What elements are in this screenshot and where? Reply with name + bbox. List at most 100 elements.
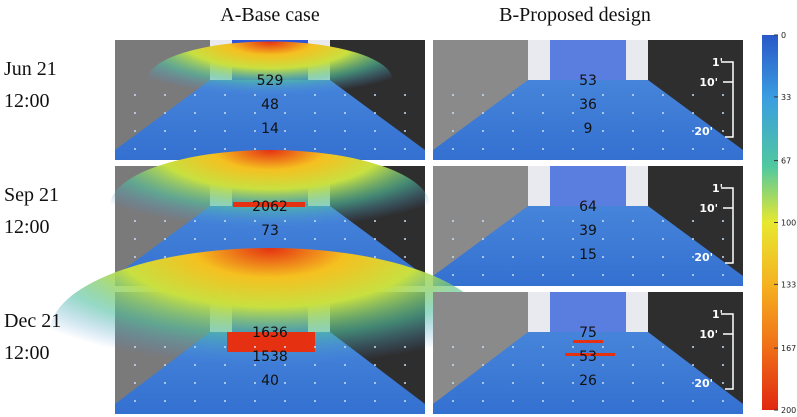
floor-dot (572, 220, 574, 222)
floor-dot (224, 220, 226, 222)
floor-dot (284, 238, 286, 240)
floor-dot (374, 256, 376, 258)
floor-dot (404, 112, 406, 114)
floor-dot (134, 238, 136, 240)
floor-dot (254, 220, 256, 222)
floor-dot (512, 346, 514, 348)
floor-dot (404, 400, 406, 402)
floor-dot (542, 220, 544, 222)
floor-dot (482, 220, 484, 222)
floor-dot (602, 94, 604, 96)
illuminance-value: 529 (257, 73, 284, 89)
floor-dot (374, 130, 376, 132)
floor-dot (164, 382, 166, 384)
floor-dot (512, 400, 514, 402)
floor-dot (482, 112, 484, 114)
floor-dot (314, 238, 316, 240)
floor-dot (194, 400, 196, 402)
floor-dot (602, 400, 604, 402)
floor-dot (134, 382, 136, 384)
floor-dot (452, 94, 454, 96)
illuminance-value: 39 (579, 223, 597, 239)
floor-dot (662, 238, 664, 240)
floor-dot (572, 112, 574, 114)
floor-dot (572, 274, 574, 276)
floor-dot (134, 112, 136, 114)
floor-dot (284, 112, 286, 114)
illuminance-value: 73 (261, 223, 279, 239)
row-label: Jun 21 (4, 54, 57, 84)
floor-dot (722, 220, 724, 222)
floor-dot (164, 238, 166, 240)
floor-dot (632, 238, 634, 240)
floor-dot (692, 148, 694, 150)
illuminance-value: 14 (261, 121, 279, 137)
floor-dot (482, 256, 484, 258)
floor-dot (284, 220, 286, 222)
floor-dot (164, 94, 166, 96)
floor-dot (722, 382, 724, 384)
floor-dot (482, 148, 484, 150)
floor-dot (692, 364, 694, 366)
floor-dot (224, 400, 226, 402)
floor-dot (722, 112, 724, 114)
floor-dot (134, 148, 136, 150)
floor-dot (692, 238, 694, 240)
floor-dot (542, 238, 544, 240)
floor-dot (632, 274, 634, 276)
floor-dot (632, 256, 634, 258)
floor-dot (602, 238, 604, 240)
floor-dot (662, 382, 664, 384)
floor-dot (482, 400, 484, 402)
floor-dot (344, 220, 346, 222)
floor-dot (482, 346, 484, 348)
floor-dot (602, 220, 604, 222)
floor-dot (662, 256, 664, 258)
floor-dot (512, 220, 514, 222)
floor-dot (662, 364, 664, 366)
floor-dot (512, 382, 514, 384)
floor-dot (314, 364, 316, 366)
floor-dot (542, 346, 544, 348)
colorbar-tick-label: 33 (781, 93, 791, 102)
floor-dot (254, 112, 256, 114)
floor-dot (722, 130, 724, 132)
floor-dot (602, 364, 604, 366)
panel: 7553261'10'20' (433, 292, 743, 414)
floor-dot (572, 238, 574, 240)
floor-dot (314, 130, 316, 132)
floor-dot (662, 148, 664, 150)
floor-dot (374, 220, 376, 222)
floor-dot (374, 112, 376, 114)
floor-dot (602, 148, 604, 150)
floor-dot (632, 148, 634, 150)
floor-dot (404, 238, 406, 240)
floor-dot (572, 382, 574, 384)
floor-dot (254, 148, 256, 150)
floor-dot (692, 274, 694, 276)
floor-dot (224, 112, 226, 114)
floor-dot (254, 94, 256, 96)
floor-dot (692, 94, 694, 96)
floor-dot (164, 256, 166, 258)
floor-dot (632, 364, 634, 366)
floor-dot (224, 238, 226, 240)
row-label: Dec 21 (4, 306, 61, 336)
floor-dot (572, 400, 574, 402)
floor-dot (632, 94, 634, 96)
distance-label: 20' (694, 251, 713, 264)
floor-dot (722, 256, 724, 258)
floor-dot (404, 256, 406, 258)
floor-dot (722, 364, 724, 366)
illuminance-value: 26 (579, 373, 597, 389)
floor-dot (344, 94, 346, 96)
floor-dot (692, 220, 694, 222)
floor-dot (632, 130, 634, 132)
floor-dot (284, 346, 286, 348)
illuminance-value: 53 (579, 349, 597, 365)
floor-dot (662, 94, 664, 96)
floor-dot (452, 256, 454, 258)
floor-dot (404, 364, 406, 366)
floor-dot (224, 94, 226, 96)
floor-dot (314, 94, 316, 96)
